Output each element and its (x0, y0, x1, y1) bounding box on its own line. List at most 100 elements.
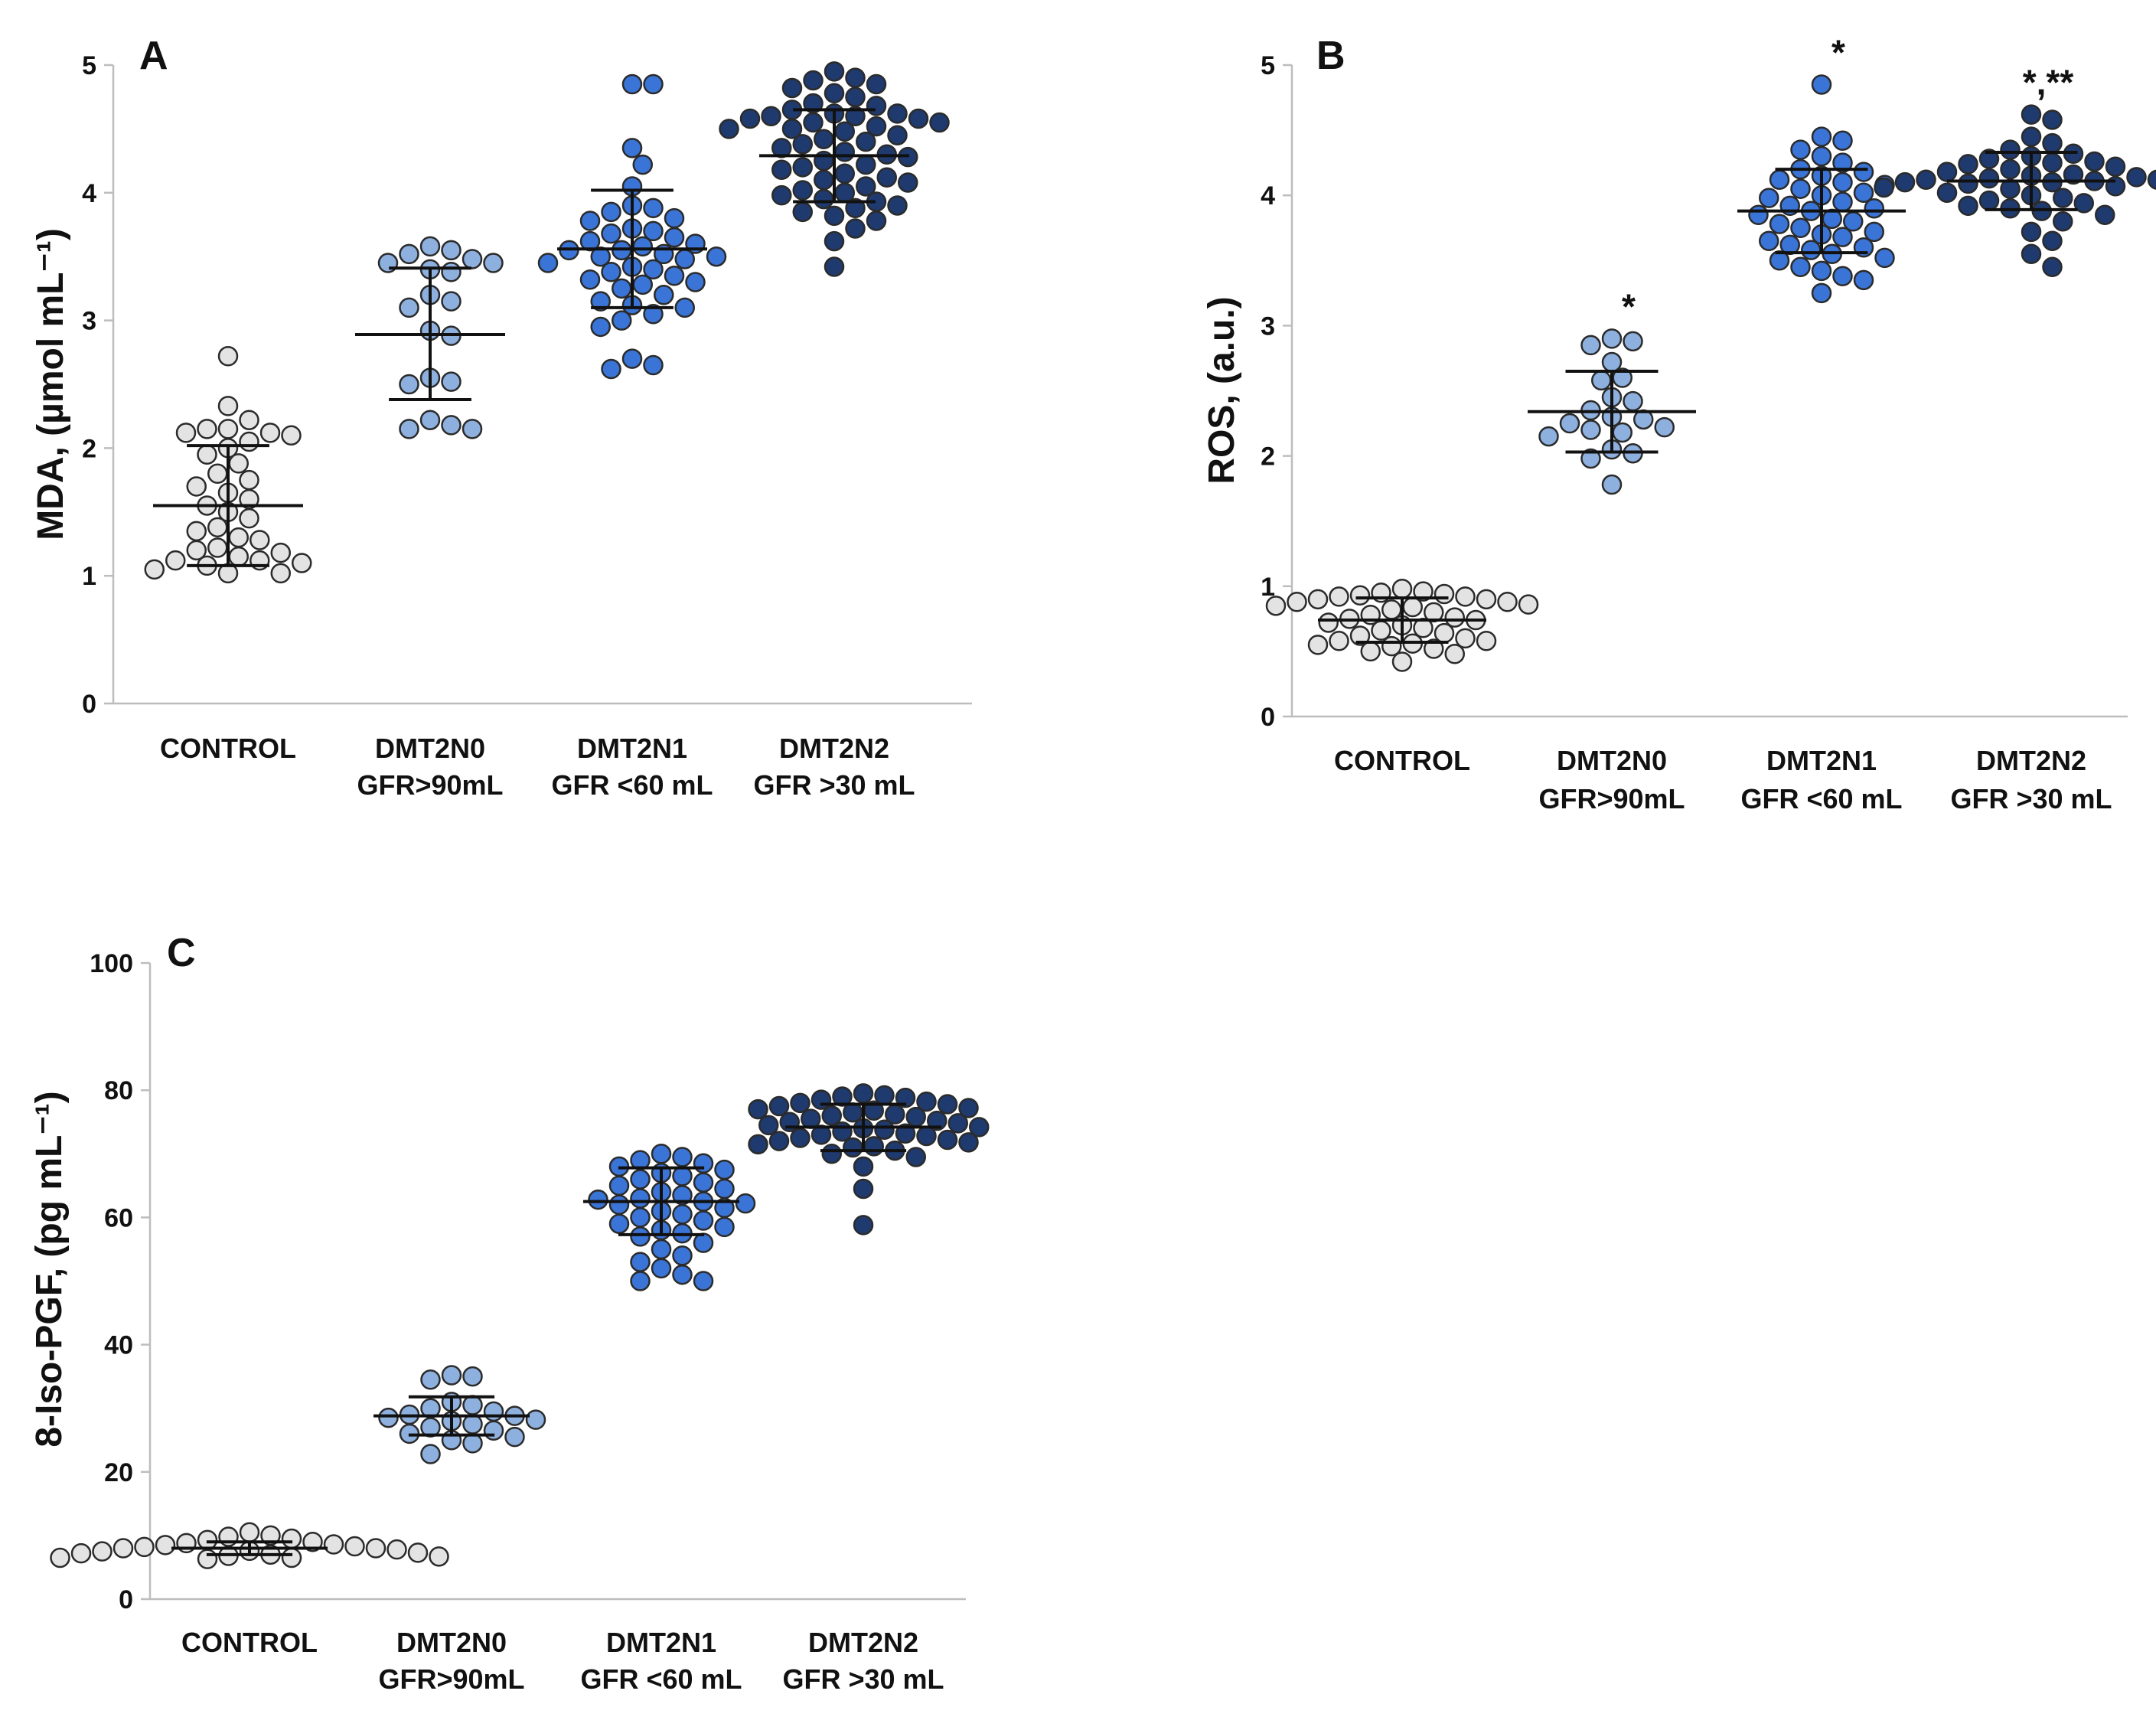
data-point (790, 1128, 811, 1148)
data-point (693, 1232, 714, 1253)
data-point (1476, 589, 1497, 610)
data-point (693, 1210, 714, 1231)
y-tick-label: 3 (1261, 312, 1275, 341)
data-point (1874, 177, 1894, 198)
data-point (1538, 426, 1559, 447)
data-point (420, 1369, 441, 1390)
data-point (664, 227, 685, 248)
data-point (186, 476, 207, 497)
data-point (937, 1129, 958, 1151)
y-tick-label: 60 (104, 1203, 133, 1232)
data-point (803, 70, 824, 91)
data-point (748, 1134, 768, 1155)
data-point (419, 410, 441, 430)
data-point (1580, 448, 1601, 469)
data-point (672, 1203, 693, 1225)
data-point (845, 87, 866, 107)
panel-a-categories: CONTROL DMT2N0 GFR>90mL DMT2N1 GFR <60 mL DMT… (160, 733, 915, 801)
category-label: DMT2N0 (375, 733, 485, 764)
data-point (1402, 596, 1423, 618)
data-point (929, 112, 950, 133)
data-point (937, 1094, 958, 1115)
data-point (1790, 178, 1811, 199)
y-tick-label: 1 (1261, 573, 1275, 602)
data-point (895, 1123, 916, 1144)
data-point (1790, 139, 1811, 160)
data-point (866, 73, 887, 95)
y-tick-label: 2 (1261, 442, 1275, 472)
data-point (239, 1522, 260, 1542)
data-point (601, 201, 621, 223)
panel-c-error-bars (171, 1102, 941, 1556)
data-point (399, 419, 419, 439)
data-point (387, 1539, 407, 1560)
data-point (1864, 221, 1884, 243)
data-point (144, 559, 165, 580)
data-point (630, 1169, 651, 1190)
data-point (1832, 152, 1853, 173)
data-point (811, 1125, 832, 1145)
data-point (2042, 256, 2063, 278)
data-point (207, 517, 228, 538)
data-point (281, 425, 302, 446)
data-point (685, 272, 706, 292)
data-point (186, 540, 207, 561)
data-point (1936, 162, 1958, 182)
data-point (155, 1535, 176, 1555)
data-point (2042, 152, 2063, 173)
data-point (483, 1420, 504, 1441)
data-point (1349, 585, 1371, 606)
data-point (1790, 217, 1811, 238)
data-point (948, 1113, 968, 1134)
data-point (693, 1271, 714, 1291)
data-point (1853, 182, 1874, 204)
data-point (1455, 586, 1476, 607)
panel-b-y-ticks: 0 1 2 3 4 5 (1261, 51, 1292, 732)
data-point (407, 1542, 429, 1563)
data-point (292, 553, 312, 573)
y-tick-label: 100 (90, 949, 133, 978)
data-point (758, 1115, 779, 1136)
data-point (1329, 631, 1349, 651)
data-point (832, 1086, 853, 1107)
category-label: DMT2N2 (808, 1627, 918, 1658)
data-point (853, 1156, 874, 1177)
data-point (719, 119, 739, 139)
data-point (197, 1529, 218, 1550)
panel-a-error-bars (153, 108, 909, 567)
data-point (1287, 591, 1307, 612)
data-point (651, 1144, 672, 1164)
data-point (664, 265, 685, 286)
data-point (643, 197, 664, 219)
data-point (2042, 132, 2063, 154)
data-point (207, 463, 228, 485)
panel-b-points (1265, 74, 2156, 672)
data-point (898, 172, 918, 193)
data-point (853, 1178, 874, 1200)
data-point (239, 508, 259, 529)
data-point (1978, 168, 2000, 189)
data-point (1360, 641, 1381, 662)
data-point (239, 431, 259, 452)
data-point (1623, 331, 1643, 352)
y-tick-label: 0 (1261, 703, 1275, 732)
data-point (856, 176, 876, 197)
panel-b: B ROS, (a.u.) 0 1 2 3 4 5 * * *,** CONTROL DMT2N… (1202, 33, 2156, 814)
data-point (302, 1531, 323, 1552)
category-label: DMT2N2 (779, 733, 889, 764)
data-point (845, 218, 866, 239)
data-point (821, 1105, 842, 1126)
data-point (462, 1433, 483, 1454)
data-point (969, 1117, 990, 1138)
data-point (270, 542, 291, 563)
category-label: DMT2N1 (577, 733, 687, 764)
y-tick-label: 4 (1261, 181, 1275, 211)
category-sublabel: GFR <60 mL (1740, 783, 1902, 814)
data-point (1790, 256, 1811, 278)
y-tick-label: 2 (82, 434, 96, 463)
data-point (2021, 243, 2042, 265)
category-label: DMT2N1 (606, 1627, 716, 1658)
data-point (2021, 104, 2042, 125)
data-point (714, 1216, 735, 1238)
data-point (1811, 260, 1832, 282)
